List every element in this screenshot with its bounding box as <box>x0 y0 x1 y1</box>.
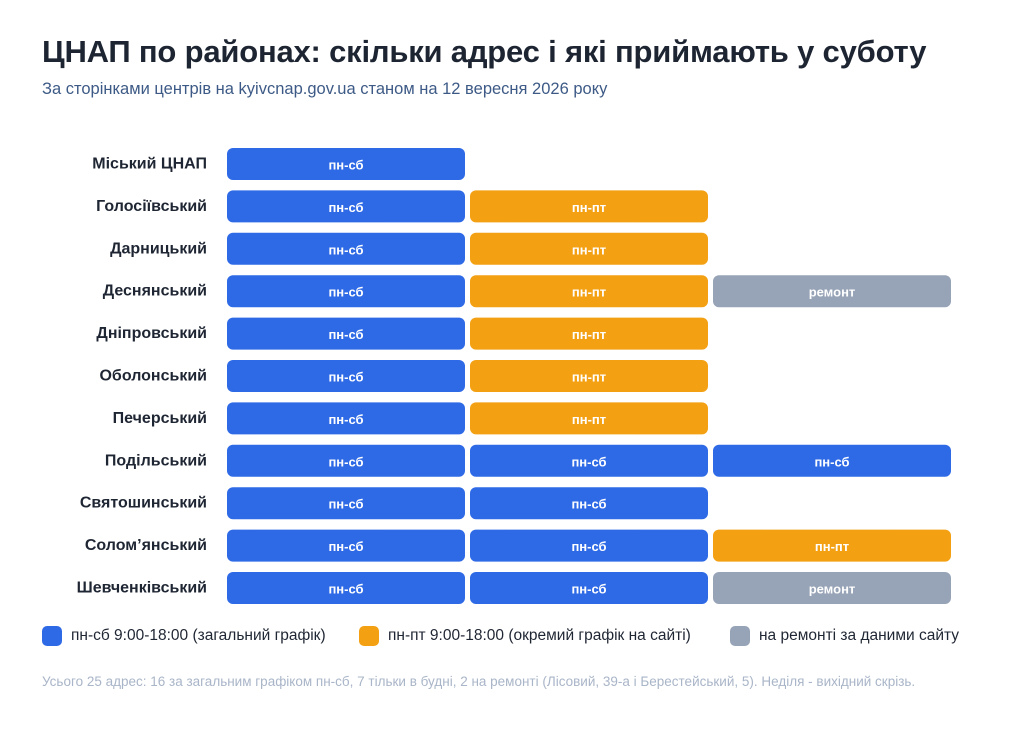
schedule-cell-label: ремонт <box>809 582 856 597</box>
legend-label-sat: пн-сб 9:00-18:00 (загальний графік) <box>71 627 326 644</box>
schedule-cell-sat <box>470 487 708 520</box>
schedule-cell-weekdays <box>470 317 708 350</box>
legend-label-repair: на ремонті за даними сайту <box>759 627 960 644</box>
schedule-cell-sat <box>227 402 465 435</box>
schedule-cell-label: пн-сб <box>328 370 363 385</box>
schedule-cell-repair <box>713 275 951 308</box>
footnote: Усього 25 адрес: 16 за загальним графіко… <box>42 674 916 689</box>
row-label: Печерський <box>113 410 207 427</box>
schedule-cell-label: пн-сб <box>328 285 363 300</box>
legend: пн-сб 9:00-18:00 (загальний графік) пн-п… <box>42 626 1002 648</box>
schedule-cell-sat <box>227 232 465 265</box>
schedule-cell-weekdays <box>713 529 951 562</box>
row-label: Деснянський <box>103 283 207 300</box>
schedule-cell-sat <box>227 360 465 392</box>
schedule-cell-sat <box>227 487 465 520</box>
schedule-cell-label: пн-сб <box>328 412 363 427</box>
schedule-cell-label: пн-сб <box>328 327 363 342</box>
schedule-cell-weekdays <box>470 232 708 265</box>
page-subtitle: За сторінками центрів на kyivcnap.gov.ua… <box>42 80 608 98</box>
schedule-cell-label: пн-пт <box>572 285 606 300</box>
schedule-cell-label: пн-сб <box>814 454 849 469</box>
schedule-cell-weekdays <box>470 190 708 223</box>
row-label: Оболонський <box>99 368 207 385</box>
row-label: Дніпровський <box>96 325 207 342</box>
row-label: Міський ЦНАП <box>92 156 207 173</box>
legend-swatch-sat <box>42 626 62 646</box>
schedule-cell-label: пн-пт <box>572 327 606 342</box>
schedule-cell-label: пн-сб <box>328 454 363 469</box>
schedule-cell-label: пн-сб <box>571 454 606 469</box>
schedule-cell-weekdays <box>470 275 708 308</box>
legend-label-weekdays: пн-пт 9:00-18:00 (окремий графік на сайт… <box>388 627 691 644</box>
schedule-cell-label: ремонт <box>809 285 856 300</box>
schedule-cell-label: пн-сб <box>328 582 363 597</box>
schedule-cell-sat <box>227 529 465 562</box>
schedule-cell-label: пн-сб <box>328 200 363 215</box>
schedule-cell-sat <box>227 444 465 477</box>
row-label: Дарницький <box>110 240 207 257</box>
schedule-cell-sat <box>227 190 465 223</box>
schedule-cell-sat <box>227 572 465 604</box>
schedule-cell-label: пн-пт <box>815 539 849 554</box>
schedule-cell-weekdays <box>470 360 708 392</box>
schedule-cell-weekdays <box>470 402 708 435</box>
legend-swatch-repair <box>730 626 750 646</box>
legend-swatch-weekdays <box>359 626 379 646</box>
row-label: Солом’янський <box>85 537 207 554</box>
schedule-cell-label: пн-пт <box>572 370 606 385</box>
schedule-cell-sat <box>713 444 951 477</box>
legend-item-weekdays: пн-пт 9:00-18:00 (окремий графік на сайт… <box>359 626 691 646</box>
schedule-cell-label: пн-сб <box>328 158 363 173</box>
schedule-cell-sat <box>227 148 465 180</box>
schedule-cell-label: пн-сб <box>328 497 363 512</box>
row-label: Шевченківський <box>77 580 207 597</box>
schedule-cell-label: пн-пт <box>572 412 606 427</box>
schedule-cell-repair <box>713 572 951 604</box>
legend-item-sat: пн-сб 9:00-18:00 (загальний графік) <box>42 626 326 646</box>
schedule-cell-label: пн-сб <box>328 539 363 554</box>
schedule-cell-label: пн-сб <box>571 582 606 597</box>
schedule-cell-label: пн-сб <box>571 497 606 512</box>
page-title: ЦНАП по районах: скільки адрес і які при… <box>42 34 927 69</box>
schedule-cell-sat <box>470 444 708 477</box>
schedule-cell-sat <box>227 317 465 350</box>
legend-item-repair: на ремонті за даними сайту <box>730 626 959 646</box>
row-label: Подільський <box>105 452 207 469</box>
district-schedule-chart: Міський ЦНАП пн-сб Голосіївський пн-сб пн-пт… <box>77 148 951 604</box>
schedule-cell-label: пн-сб <box>571 539 606 554</box>
schedule-cell-sat <box>227 275 465 308</box>
row-label: Голосіївський <box>96 198 207 215</box>
schedule-cell-sat <box>470 572 708 604</box>
schedule-cell-label: пн-пт <box>572 242 606 257</box>
schedule-cell-label: пн-сб <box>328 242 363 257</box>
schedule-cell-sat <box>470 529 708 562</box>
schedule-cell-label: пн-пт <box>572 200 606 215</box>
row-label: Святошинський <box>80 495 207 512</box>
